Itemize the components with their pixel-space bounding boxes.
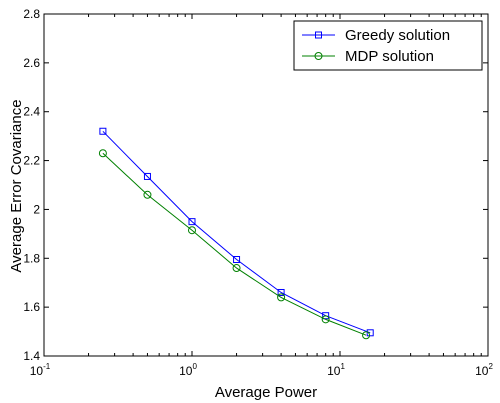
- series-line-1: [102, 152, 367, 336]
- x-tick-label: 100: [179, 362, 197, 378]
- y-tick-label: 2.8: [23, 7, 40, 21]
- legend-label-greedy: Greedy solution: [345, 27, 450, 44]
- data-point-square: [99, 127, 107, 135]
- legend-label-mdp: MDP solution: [345, 48, 434, 65]
- x-tick-base: 10: [475, 364, 489, 378]
- data-point-circle: [143, 190, 152, 199]
- y-tick-label: 2: [33, 202, 40, 216]
- x-tick-exponent: 0: [192, 362, 197, 371]
- x-tick-label: 10-1: [30, 362, 51, 378]
- data-point-circle: [277, 293, 286, 302]
- y-tick-label: 2.4: [23, 105, 40, 119]
- x-tick-label: 101: [327, 362, 345, 378]
- y-tick-label: 1.6: [23, 300, 40, 314]
- legend-box: [293, 20, 483, 71]
- x-tick-base: 10: [327, 364, 341, 378]
- x-tick-exponent: 1: [340, 362, 345, 371]
- data-point-square: [233, 256, 241, 264]
- x-tick-exponent: 2: [488, 362, 493, 371]
- y-tick-label: 1.4: [23, 349, 40, 363]
- y-tick-label: 2.2: [23, 154, 40, 168]
- axis-ticks: 1.41.61.822.22.42.62.810-1 100 101 102: [23, 7, 493, 378]
- y-axis-label: Average Error Covariance: [8, 99, 25, 272]
- data-point-circle: [362, 331, 371, 340]
- plot-area: [43, 13, 489, 357]
- series-layer: [98, 127, 374, 340]
- x-tick-base: 10: [30, 364, 44, 378]
- x-tick-exponent: -1: [43, 362, 51, 371]
- x-tick-base: 10: [179, 364, 193, 378]
- y-tick-label: 1.8: [23, 251, 40, 265]
- data-point-square: [188, 218, 196, 226]
- data-point-circle: [188, 226, 196, 235]
- x-axis-label: Average Power: [215, 384, 317, 401]
- y-tick-label: 2.6: [23, 56, 40, 70]
- legend-marker-greedy: [315, 31, 322, 39]
- data-point-circle: [321, 315, 330, 324]
- data-point-circle: [98, 149, 107, 158]
- legend-marker-mdp: [314, 52, 323, 60]
- x-tick-label: 102: [475, 362, 493, 378]
- data-point-square: [366, 329, 374, 337]
- legend: Greedy solution MDP solution: [293, 20, 483, 71]
- data-point-square: [277, 288, 285, 296]
- data-point-square: [143, 172, 151, 180]
- data-point-square: [322, 312, 330, 320]
- data-point-circle: [232, 264, 241, 273]
